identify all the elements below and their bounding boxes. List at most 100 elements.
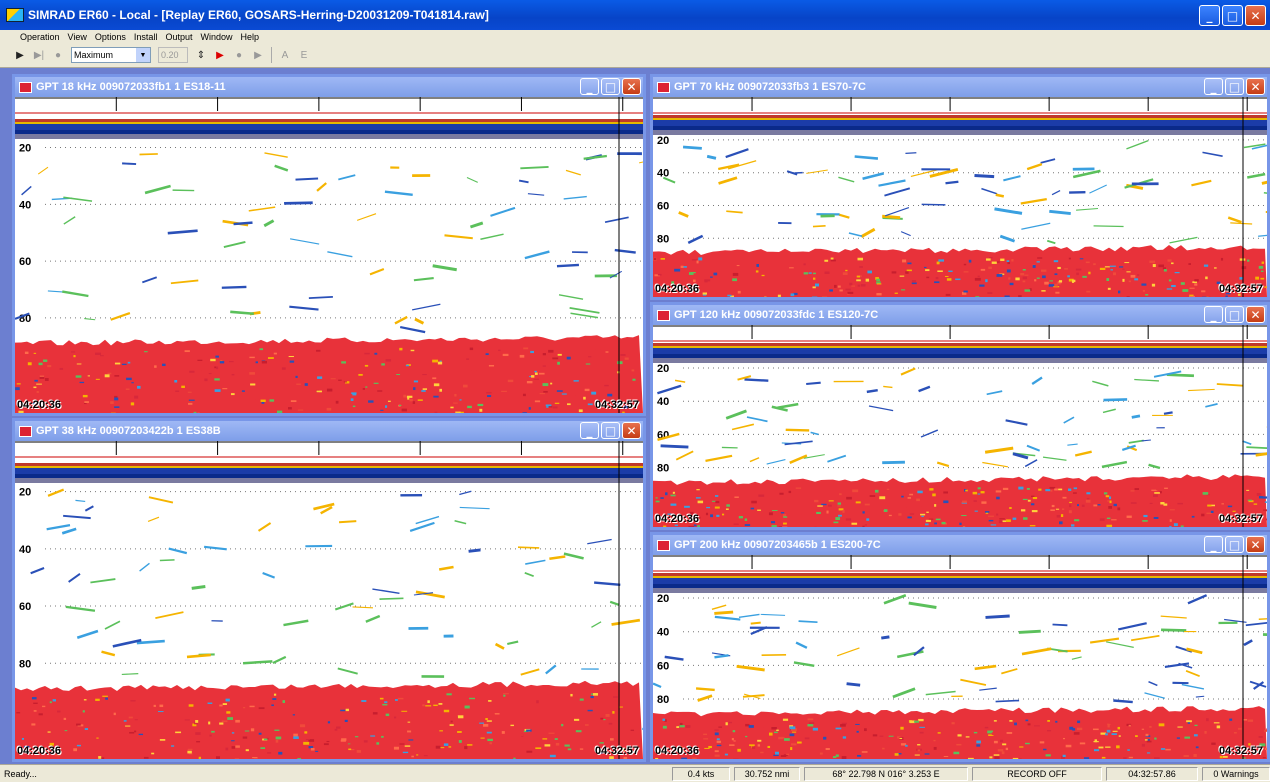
close-icon[interactable]: ✕ (622, 78, 641, 95)
echogram-canvas[interactable]: 20 40 60 80 04:20:36 04:32:57 (653, 325, 1267, 527)
forward-icon[interactable]: ▶ (254, 49, 262, 61)
status-record: RECORD OFF (972, 767, 1102, 781)
spin-icon[interactable]: ⇕ (196, 49, 206, 61)
record-icon[interactable]: ● (235, 49, 243, 61)
time-start-label: 04:20:36 (17, 399, 62, 411)
close-icon[interactable]: ✕ (1245, 5, 1266, 26)
close-icon[interactable]: ✕ (1246, 306, 1265, 323)
echogram-window-120khz[interactable]: GPT 120 kHz 009072033fdc 1 ES120-7C _ □ ✕ 20… (650, 302, 1270, 530)
maximize-icon[interactable]: □ (601, 422, 620, 439)
status-speed: 0.4 kts (672, 767, 730, 781)
status-warnings: 0 Warnings (1202, 767, 1270, 781)
minimize-icon[interactable]: _ (580, 78, 599, 95)
echogram-icon (657, 539, 670, 551)
annotation-a-button[interactable]: A (281, 49, 289, 61)
echogram-icon (657, 309, 670, 321)
depth-label: 60 (657, 200, 669, 212)
close-icon[interactable]: ✕ (1246, 536, 1265, 553)
echogram-titlebar-200khz[interactable]: GPT 200 kHz 00907203465b 1 ES200-7C _ □ ✕ (653, 535, 1267, 555)
depth-label: 20 (19, 487, 31, 499)
app-title: SIMRAD ER60 - Local - [Replay ER60, GOSA… (28, 8, 489, 22)
step-icon[interactable]: ▶| (33, 49, 45, 61)
menu-view[interactable]: View (67, 31, 87, 42)
depth-label: 80 (657, 694, 669, 706)
maximize-icon[interactable]: □ (1225, 306, 1244, 323)
depth-label: 20 (657, 135, 669, 147)
depth-label: 80 (657, 233, 669, 245)
echogram-icon (19, 425, 32, 437)
status-time: 04:32:57.86 (1106, 767, 1198, 781)
depth-label: 40 (657, 627, 669, 639)
echogram-canvas[interactable]: 20 40 60 80 04:20:36 04:32:57 (15, 97, 643, 413)
minimize-icon[interactable]: _ (1204, 536, 1223, 553)
depth-label: 60 (19, 601, 31, 613)
echogram-title: GPT 120 kHz 009072033fdc 1 ES120-7C (674, 309, 879, 321)
time-start-label: 04:20:36 (17, 745, 62, 757)
menu-install[interactable]: Install (133, 31, 158, 42)
close-icon[interactable]: ✕ (622, 422, 641, 439)
minimize-icon[interactable]: _ (1204, 78, 1223, 95)
time-start-label: 04:20:36 (655, 283, 700, 295)
echogram-titlebar-70khz[interactable]: GPT 70 kHz 009072033fb3 1 ES70-7C _ □ ✕ (653, 77, 1267, 97)
threshold-field-value: 0.20 (161, 50, 179, 60)
time-start-label: 04:20:36 (655, 745, 700, 757)
echogram-titlebar-38khz[interactable]: GPT 38 kHz 00907203422b 1 ES38B _ □ ✕ (15, 421, 643, 441)
menu-help[interactable]: Help (240, 31, 259, 42)
menu-operation[interactable]: Operation (20, 31, 60, 42)
minimize-icon[interactable]: _ (1199, 5, 1220, 26)
minimize-icon[interactable]: _ (580, 422, 599, 439)
maximize-icon[interactable]: □ (1222, 5, 1243, 26)
echogram-window-70khz[interactable]: GPT 70 kHz 009072033fb3 1 ES70-7C _ □ ✕ 20 40… (650, 74, 1270, 300)
echogram-titlebar-18khz[interactable]: GPT 18 kHz 009072033fb1 1 ES18-11 _ □ ✕ (15, 77, 643, 97)
echogram-window-18khz[interactable]: GPT 18 kHz 009072033fb1 1 ES18-11 _ □ ✕ 20 40… (12, 74, 646, 416)
status-bar: Ready... 0.4 kts 30.752 nmi 68° 22.798 N… (0, 764, 1270, 782)
depth-label: 20 (19, 143, 31, 155)
echogram-icon (657, 81, 670, 93)
echogram-title: GPT 38 kHz 00907203422b 1 ES38B (36, 425, 221, 437)
status-ready: Ready... (4, 768, 37, 779)
depth-label: 60 (19, 256, 31, 268)
echogram-canvas[interactable]: 20 40 60 80 04:20:36 04:32:57 (653, 555, 1267, 759)
annotation-e-button[interactable]: E (300, 49, 308, 61)
dropdown-arrow-icon[interactable]: ▼ (136, 48, 150, 62)
toolbar: ▶ ▶| ● Maximum ▼ 0.20 ⇕ ▶ ● ▶ A E (0, 43, 1270, 68)
app-titlebar[interactable]: SIMRAD ER60 - Local - [Replay ER60, GOSA… (0, 0, 1270, 30)
echogram-title: GPT 200 kHz 00907203465b 1 ES200-7C (674, 539, 881, 551)
toolbar-separator (271, 47, 272, 63)
time-end-label: 04:32:57 (1218, 513, 1263, 525)
status-distance: 30.752 nmi (734, 767, 800, 781)
maximize-icon[interactable]: □ (601, 78, 620, 95)
red-play-icon[interactable]: ▶ (216, 49, 224, 61)
echogram-canvas[interactable]: 20 40 60 80 04:20:36 04:32:57 (653, 97, 1267, 297)
depth-label: 20 (657, 363, 669, 375)
menu-bar: Operation View Options Install Output Wi… (0, 30, 1270, 43)
close-icon[interactable]: ✕ (1246, 78, 1265, 95)
mdi-area: GPT 18 kHz 009072033fb1 1 ES18-11 _ □ ✕ 20 40… (0, 68, 1270, 764)
status-position: 68° 22.798 N 016° 3.253 E (804, 767, 968, 781)
range-dropdown-value: Maximum (74, 50, 114, 60)
menu-options[interactable]: Options (94, 31, 126, 42)
time-start-label: 04:20:36 (655, 513, 700, 525)
depth-label: 40 (657, 168, 669, 180)
time-end-label: 04:32:57 (1218, 283, 1263, 295)
menu-output[interactable]: Output (165, 31, 193, 42)
play-icon[interactable]: ▶ (16, 49, 24, 61)
maximize-icon[interactable]: □ (1225, 536, 1244, 553)
time-end-label: 04:32:57 (594, 745, 639, 757)
menu-window[interactable]: Window (200, 31, 233, 42)
echogram-window-200khz[interactable]: GPT 200 kHz 00907203465b 1 ES200-7C _ □ ✕ 20… (650, 532, 1270, 762)
maximize-icon[interactable]: □ (1225, 78, 1244, 95)
depth-label: 80 (19, 658, 31, 670)
echogram-icon (19, 81, 32, 93)
record-dot-icon[interactable]: ● (54, 49, 62, 61)
echogram-window-38khz[interactable]: GPT 38 kHz 00907203422b 1 ES38B _ □ ✕ 20 40 60… (12, 418, 646, 762)
depth-label: 40 (19, 199, 31, 211)
echogram-canvas[interactable]: 20 40 60 80 04:20:36 04:32:57 (15, 441, 643, 759)
depth-label: 80 (657, 463, 669, 475)
threshold-field[interactable]: 0.20 (158, 47, 188, 63)
minimize-icon[interactable]: _ (1204, 306, 1223, 323)
time-end-label: 04:32:57 (594, 399, 639, 411)
app-icon (6, 8, 24, 22)
echogram-titlebar-120khz[interactable]: GPT 120 kHz 009072033fdc 1 ES120-7C _ □ ✕ (653, 305, 1267, 325)
range-dropdown[interactable]: Maximum ▼ (71, 47, 151, 63)
